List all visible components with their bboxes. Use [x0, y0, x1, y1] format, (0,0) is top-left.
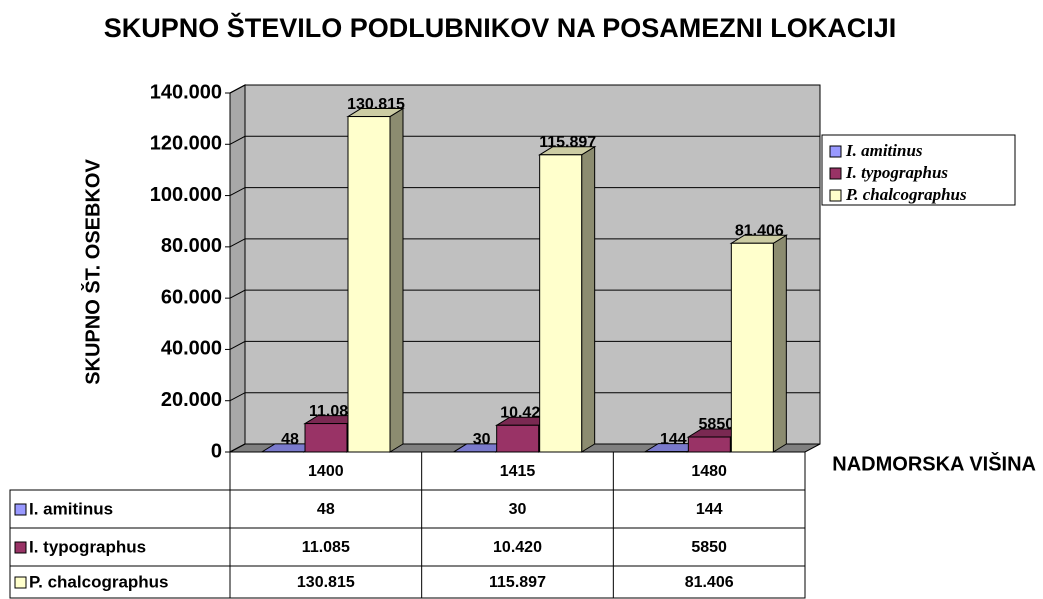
bar-side [581, 145, 596, 453]
table-cell: 30 [509, 501, 527, 518]
grid-line [229, 84, 820, 94]
legend-label: I. typographus [845, 163, 948, 182]
table-cell: 5850 [691, 539, 727, 556]
table-cell: 11.085 [302, 539, 350, 556]
table-cell: 115.897 [489, 574, 546, 591]
table-cell: 144 [696, 501, 723, 518]
legend-marker [829, 145, 842, 158]
legend-label: I. amitinus [845, 141, 923, 160]
data-label: 5850 [699, 416, 735, 433]
y-tick-label: 80.000 [161, 235, 222, 257]
y-tick-label: 0 [211, 440, 222, 462]
legend-label: P. chalcographus [845, 185, 967, 204]
table-legend-marker [14, 541, 27, 554]
grid-line [229, 135, 820, 145]
bar [730, 242, 774, 453]
data-label: 11.085 [309, 403, 357, 420]
grid-line [229, 187, 820, 197]
y-tick-label: 140.000 [150, 81, 222, 103]
data-label: 10.420 [500, 404, 549, 421]
bar [687, 436, 731, 453]
table-cell: 48 [317, 501, 335, 518]
bar-side [772, 234, 787, 453]
data-label: 115.897 [539, 134, 596, 151]
table-cell: 10.420 [493, 539, 542, 556]
data-label: 48 [281, 431, 299, 448]
y-tick-label: 100.000 [150, 184, 222, 206]
table-legend-marker [14, 576, 27, 589]
table-row-label: I. amitinus [29, 499, 113, 518]
data-label: 81.406 [735, 222, 784, 239]
x-axis-label: NADMORSKA VIŠINA [832, 451, 1036, 475]
x-tick-label: 1415 [500, 463, 536, 480]
x-tick-label: 1400 [308, 463, 344, 480]
grid-line [229, 238, 820, 248]
table-row-label: I. typographus [29, 537, 146, 556]
legend [821, 134, 1016, 206]
data-label: 30 [473, 431, 491, 448]
chart-title: SKUPNO ŠTEVILO PODLUBNIKOV NA POSAMEZNI … [103, 13, 897, 43]
y-tick-label: 40.000 [161, 338, 222, 360]
legend-marker [829, 167, 842, 180]
bar-side [389, 107, 404, 453]
grid-line [229, 392, 820, 402]
bar [496, 424, 540, 453]
legend-marker [829, 189, 842, 202]
y-axis-label: SKUPNO ŠT. OSEBKOV [80, 159, 104, 385]
table-row-label: P. chalcographus [29, 572, 169, 591]
data-label: 144 [660, 431, 687, 448]
table-legend-marker [14, 503, 27, 516]
bar [304, 423, 348, 453]
x-tick-label: 1480 [691, 463, 727, 480]
grid-line [229, 340, 820, 350]
y-tick-label: 120.000 [150, 133, 222, 155]
table-cell: 130.815 [297, 574, 355, 591]
grid-line [229, 443, 820, 453]
y-tick-label: 60.000 [161, 286, 222, 308]
y-tick-label: 20.000 [161, 389, 222, 411]
bar [539, 154, 583, 453]
data-label: 130.815 [347, 96, 405, 113]
table-cell: 81.406 [685, 574, 734, 591]
grid-line [229, 289, 820, 299]
bar [347, 116, 391, 453]
back-wall [244, 84, 821, 445]
